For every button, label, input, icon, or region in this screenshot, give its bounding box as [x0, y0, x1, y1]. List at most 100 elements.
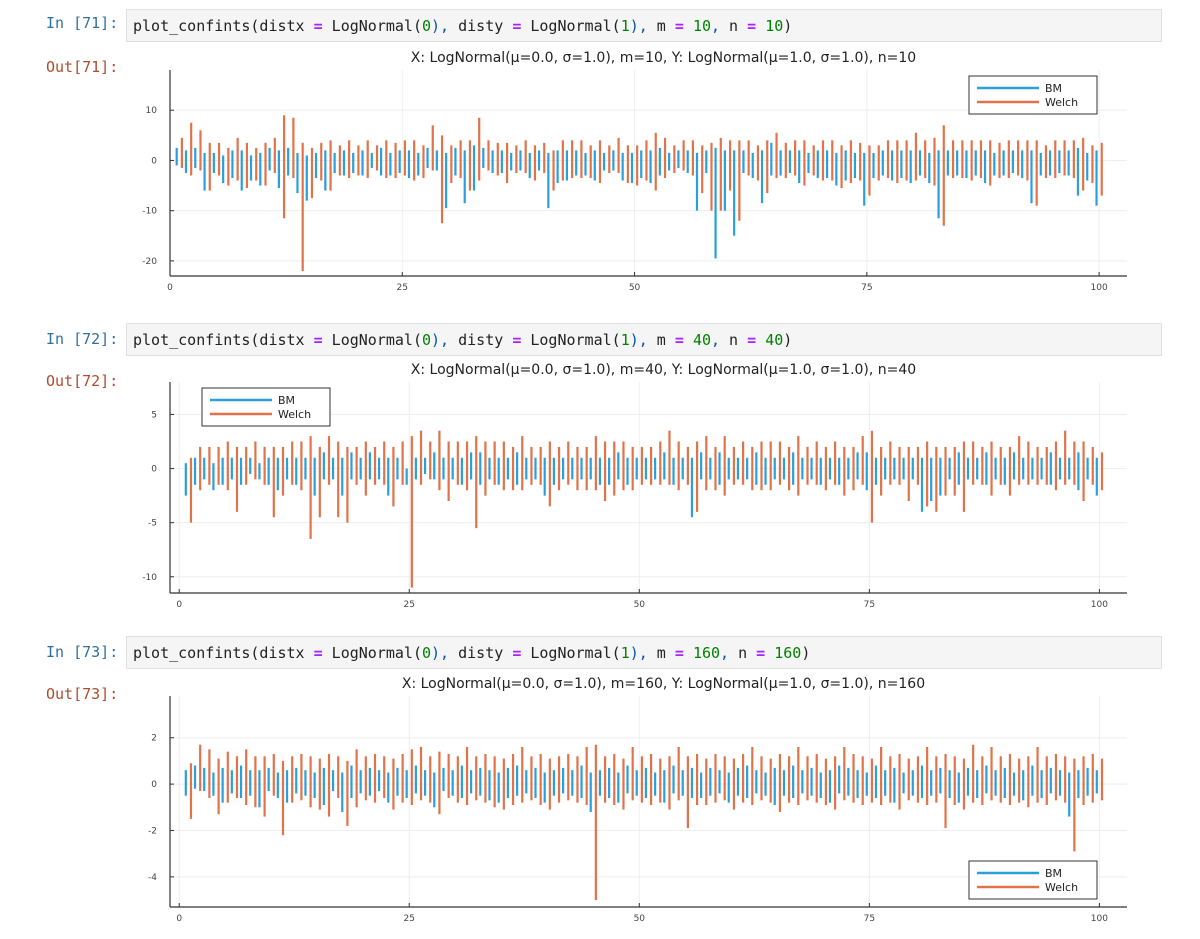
code-token: ), — [629, 17, 648, 35]
code-token: 0 — [422, 331, 432, 349]
legend-box — [968, 860, 1098, 900]
code-token: plot_confints(distx — [133, 644, 314, 662]
code-token: n — [729, 644, 757, 662]
code-token: = — [674, 331, 684, 349]
code-token: m — [647, 331, 675, 349]
code-token: = — [747, 331, 757, 349]
code-input[interactable]: plot_confints(distx = LogNormal( 0), dist… — [126, 9, 1162, 42]
code-token: = — [313, 331, 323, 349]
legend-label-bm: BM — [1045, 867, 1062, 880]
code-token: LogNormal( — [521, 644, 621, 662]
code-token: = — [512, 644, 522, 662]
code-token — [684, 644, 693, 662]
x-tick-label: 0 — [176, 914, 182, 924]
input-prompt: In [72]: — [46, 330, 119, 348]
output-prompt: Out[73]: — [46, 685, 119, 703]
x-tick-label: 25 — [397, 283, 408, 293]
x-tick-label: 75 — [864, 600, 875, 610]
series-bm — [184, 765, 1098, 817]
y-tick-label: 5 — [151, 410, 157, 420]
code-token: = — [674, 17, 684, 35]
code-token: , — [711, 331, 721, 349]
code-token: = — [313, 17, 323, 35]
y-tick-label: -10 — [142, 207, 157, 217]
code-token: = — [674, 644, 684, 662]
code-token: disty — [449, 331, 513, 349]
code-token: n — [720, 17, 748, 35]
code-token: ), — [431, 644, 450, 662]
code-token: ) — [801, 644, 811, 662]
code-token: = — [747, 17, 757, 35]
y-tick-label: 0 — [151, 465, 157, 475]
series-bm — [175, 142, 1098, 259]
x-tick-label: 100 — [1091, 283, 1108, 293]
code-token: 40 — [765, 331, 784, 349]
series-welch — [189, 744, 1104, 901]
confint-plot-3: X: LogNormal(μ=0.0, σ=1.0), m=160, Y: Lo… — [148, 676, 1127, 924]
code-token: = — [512, 17, 522, 35]
code-token: 160 — [774, 644, 802, 662]
series-welch — [180, 115, 1103, 271]
code-token: n — [720, 331, 748, 349]
code-token: LogNormal( — [322, 644, 422, 662]
y-tick-label: 0 — [151, 156, 157, 166]
series-bm — [184, 452, 1098, 518]
y-tick-label: -10 — [142, 573, 157, 583]
x-tick-label: 50 — [634, 600, 646, 610]
code-token: ), — [629, 331, 648, 349]
code-token: 1 — [620, 644, 630, 662]
code-token: LogNormal( — [521, 331, 621, 349]
code-token: 10 — [765, 17, 784, 35]
code-token: plot_confints(distx — [133, 331, 314, 349]
code-token: = — [512, 331, 522, 349]
x-tick-label: 0 — [176, 600, 182, 610]
code-token: m — [647, 17, 675, 35]
x-tick-label: 100 — [1091, 914, 1108, 924]
legend-label-bm: BM — [1045, 82, 1062, 95]
code-token: = — [756, 644, 766, 662]
code-token: disty — [449, 17, 513, 35]
x-tick-label: 100 — [1091, 600, 1108, 610]
x-tick-label: 25 — [404, 914, 415, 924]
confint-plot-2: X: LogNormal(μ=0.0, σ=1.0), m=40, Y: Log… — [142, 362, 1127, 610]
legend-box — [201, 387, 331, 427]
code-token: disty — [449, 644, 513, 662]
chart-title: X: LogNormal(μ=0.0, σ=1.0), m=160, Y: Lo… — [402, 676, 925, 692]
x-tick-label: 0 — [167, 283, 173, 293]
legend-label-welch: Welch — [278, 408, 311, 421]
output-prompt: Out[71]: — [46, 58, 119, 76]
x-tick-label: 75 — [861, 283, 872, 293]
code-token: , — [711, 17, 721, 35]
legend-label-bm: BM — [278, 394, 295, 407]
code-token: 10 — [692, 17, 711, 35]
code-token: ) — [783, 17, 793, 35]
code-token: 0 — [422, 17, 432, 35]
code-token: 160 — [692, 644, 721, 662]
code-token: LogNormal( — [521, 17, 621, 35]
y-tick-label: -5 — [148, 519, 157, 529]
code-token: 0 — [422, 644, 432, 662]
code-token: ) — [783, 331, 793, 349]
code-token: , — [720, 644, 730, 662]
code-input[interactable]: plot_confints(distx = LogNormal( 0), dist… — [126, 323, 1162, 356]
chart-title: X: LogNormal(μ=0.0, σ=1.0), m=40, Y: Log… — [411, 362, 916, 378]
code-token: 1 — [620, 17, 630, 35]
x-tick-label: 25 — [404, 600, 415, 610]
code-token: ), — [431, 331, 450, 349]
code-token: plot_confints(distx — [133, 17, 314, 35]
legend-label-welch: Welch — [1045, 881, 1078, 894]
code-token — [756, 17, 765, 35]
input-prompt: In [71]: — [46, 14, 119, 32]
code-token: m — [647, 644, 675, 662]
output-prompt: Out[72]: — [46, 372, 119, 390]
legend-box — [968, 75, 1098, 115]
y-tick-label: -2 — [148, 826, 157, 836]
series-welch — [189, 430, 1104, 588]
x-tick-label: 50 — [629, 283, 641, 293]
code-token: ), — [431, 17, 450, 35]
code-token — [684, 331, 693, 349]
code-input[interactable]: plot_confints(distx = LogNormal(0), dist… — [126, 636, 1162, 669]
